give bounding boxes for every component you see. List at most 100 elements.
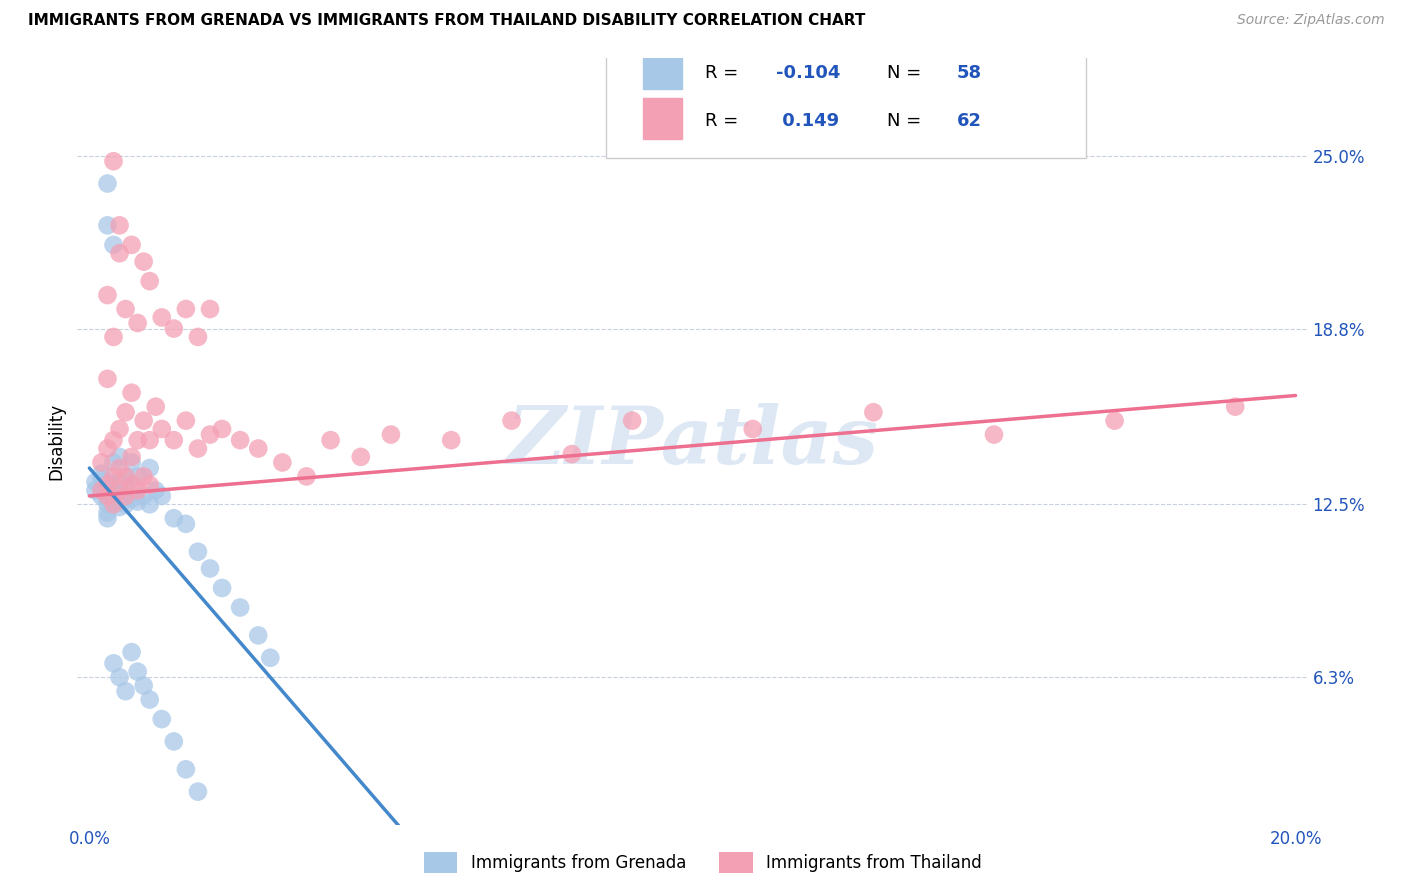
Point <box>96 288 118 302</box>
Point <box>127 483 149 498</box>
FancyBboxPatch shape <box>606 35 1087 158</box>
Text: 58: 58 <box>957 63 981 82</box>
Point <box>121 238 143 252</box>
Point <box>150 489 173 503</box>
Point <box>114 684 136 698</box>
Point <box>138 274 160 288</box>
Point <box>84 475 107 489</box>
Point <box>211 581 233 595</box>
Point <box>163 511 186 525</box>
Point <box>187 442 209 456</box>
Point <box>90 481 112 495</box>
Point <box>163 433 186 447</box>
Point <box>198 427 221 442</box>
Point <box>247 442 270 456</box>
Point <box>198 301 221 316</box>
Point <box>108 219 131 233</box>
Point <box>561 447 583 461</box>
Point <box>103 455 125 469</box>
Point <box>174 516 197 531</box>
Point <box>138 692 160 706</box>
Point <box>108 246 131 260</box>
Point <box>90 483 112 498</box>
Point <box>114 489 136 503</box>
Point <box>108 483 131 498</box>
Legend: Immigrants from Grenada, Immigrants from Thailand: Immigrants from Grenada, Immigrants from… <box>418 846 988 880</box>
Point <box>90 472 112 486</box>
Point <box>145 483 167 498</box>
Point <box>132 489 155 503</box>
Point <box>132 254 155 268</box>
Point <box>114 497 136 511</box>
Point <box>96 442 118 456</box>
Point <box>103 469 125 483</box>
Point <box>103 477 125 491</box>
Point <box>150 712 173 726</box>
Point <box>127 469 149 483</box>
Point <box>350 450 373 464</box>
Point <box>114 489 136 503</box>
Point <box>127 316 149 330</box>
Point <box>114 405 136 419</box>
Text: R =: R = <box>704 112 744 130</box>
Point <box>319 433 342 447</box>
Point <box>174 301 197 316</box>
Point <box>121 385 143 400</box>
Point <box>121 450 143 464</box>
Point <box>90 489 112 503</box>
Point <box>138 433 160 447</box>
Text: N =: N = <box>887 112 927 130</box>
Point <box>1104 414 1126 428</box>
Point <box>108 422 131 436</box>
Point <box>108 450 131 464</box>
Point <box>114 481 136 495</box>
Point <box>187 330 209 344</box>
Point <box>96 497 118 511</box>
Point <box>127 494 149 508</box>
Point <box>150 422 173 436</box>
Point <box>138 461 160 475</box>
Point <box>108 475 131 489</box>
Point <box>259 650 281 665</box>
Text: ZIPatlas: ZIPatlas <box>506 403 879 480</box>
Point <box>84 483 107 498</box>
Point <box>211 422 233 436</box>
Point <box>96 475 118 489</box>
Point <box>108 461 131 475</box>
Point <box>96 489 118 503</box>
Point <box>198 561 221 575</box>
Point <box>121 455 143 469</box>
Point <box>187 784 209 798</box>
Point <box>114 469 136 483</box>
Point <box>90 467 112 481</box>
Point <box>96 177 118 191</box>
Text: IMMIGRANTS FROM GRENADA VS IMMIGRANTS FROM THAILAND DISABILITY CORRELATION CHART: IMMIGRANTS FROM GRENADA VS IMMIGRANTS FR… <box>28 13 866 29</box>
Point <box>127 665 149 679</box>
Point <box>501 414 523 428</box>
Point <box>103 489 125 503</box>
Point <box>103 238 125 252</box>
Point <box>103 154 125 169</box>
Point <box>96 477 118 491</box>
Bar <box>644 48 682 89</box>
Point <box>187 545 209 559</box>
Text: -0.104: -0.104 <box>776 63 841 82</box>
Point <box>983 427 1005 442</box>
Point <box>174 762 197 776</box>
Point <box>163 734 186 748</box>
Point <box>103 330 125 344</box>
Point <box>132 414 155 428</box>
Text: R =: R = <box>704 63 744 82</box>
Point <box>96 491 118 506</box>
Point <box>114 301 136 316</box>
Point <box>138 477 160 491</box>
Point <box>103 494 125 508</box>
Point <box>121 645 143 659</box>
Point <box>621 414 644 428</box>
Point <box>96 486 118 500</box>
Point <box>271 455 294 469</box>
Point <box>103 657 125 671</box>
Bar <box>644 98 682 139</box>
Point <box>96 219 118 233</box>
Point <box>145 400 167 414</box>
